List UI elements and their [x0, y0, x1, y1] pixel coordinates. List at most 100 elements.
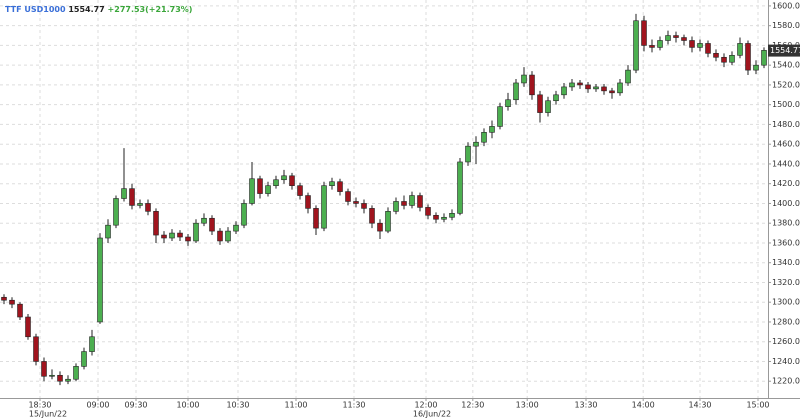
- candle-body: [313, 208, 319, 229]
- y-tick-label: 1540.00: [772, 61, 800, 70]
- candle-body: [321, 185, 327, 229]
- date-label: 15/Jun/22: [29, 410, 67, 419]
- candle-body: [505, 99, 511, 107]
- y-tick-label: 1380.00: [772, 219, 800, 228]
- candle-body: [577, 82, 583, 86]
- candle-body: [281, 175, 287, 181]
- candle-body: [49, 374, 55, 377]
- candle-body: [401, 201, 407, 206]
- candle-body: [449, 213, 455, 218]
- y-tick-label: 1420.00: [772, 179, 800, 188]
- x-tick-label: 13:30: [574, 401, 597, 410]
- candle-body: [697, 43, 703, 48]
- candle-body: [273, 179, 279, 186]
- y-tick-label: 1260.00: [772, 337, 800, 346]
- candle-body: [561, 86, 567, 96]
- x-tick-label: 11:30: [342, 401, 365, 410]
- y-tick-label: 1440.00: [772, 159, 800, 168]
- candle-body: [705, 43, 711, 54]
- y-tick-label: 1300.00: [772, 298, 800, 307]
- x-tick-label: 12:30: [461, 401, 484, 410]
- candle-body: [129, 188, 135, 206]
- x-tick-label: 14:30: [688, 401, 711, 410]
- candle-body: [369, 208, 375, 224]
- candle-body: [81, 351, 87, 367]
- last-price-label: 1554.77: [770, 46, 800, 55]
- candle-body: [585, 84, 591, 90]
- candle-body: [393, 201, 399, 212]
- header: TTF USD1000 1554.77 +277.53(+21.73%): [5, 5, 192, 14]
- last-price-tag: [768, 44, 800, 57]
- candle-body: [25, 316, 31, 338]
- candle-body: [593, 86, 599, 90]
- candle-body: [497, 106, 503, 127]
- candle-body: [657, 40, 663, 48]
- candle-body: [673, 35, 679, 38]
- candle-body: [425, 207, 431, 216]
- candle-body: [641, 20, 647, 46]
- candle-body: [745, 43, 751, 71]
- candle-body: [633, 20, 639, 71]
- candle-body: [489, 126, 495, 133]
- candle-body: [297, 185, 303, 196]
- candle-body: [625, 69, 631, 84]
- candle-body: [441, 216, 447, 220]
- candle-body: [89, 336, 95, 352]
- y-tick-label: 1460.00: [772, 140, 800, 149]
- candle-body: [553, 94, 559, 102]
- candle-body: [249, 178, 255, 204]
- y-tick-label: 1320.00: [772, 278, 800, 287]
- candle-body: [681, 37, 687, 41]
- candle-body: [337, 181, 343, 192]
- candle-body: [201, 217, 207, 224]
- candle-body: [753, 64, 759, 71]
- candle-body: [57, 374, 63, 382]
- candle-body: [169, 232, 175, 239]
- change: +277.53(+21.73%): [108, 5, 193, 14]
- candle-body: [217, 230, 223, 242]
- candle-body: [265, 185, 271, 194]
- candle-body: [353, 201, 359, 204]
- candle-body: [137, 203, 143, 206]
- candle-body: [161, 234, 167, 239]
- x-tick-label: 09:30: [124, 401, 147, 410]
- candle-body: [729, 55, 735, 63]
- candle-body: [545, 100, 551, 113]
- y-tick-label: 1280.00: [772, 317, 800, 326]
- candle-body: [721, 56, 727, 63]
- candle-body: [713, 53, 719, 58]
- last-price: 1554.77: [68, 5, 104, 14]
- candle-body: [97, 237, 103, 323]
- date-label: 16/Jun/22: [413, 410, 451, 419]
- x-tick-label: 12:00: [414, 401, 437, 410]
- y-tick-label: 1580.00: [772, 21, 800, 30]
- candle-body: [537, 94, 543, 113]
- candle-body: [433, 214, 439, 220]
- candle-body: [233, 224, 239, 232]
- x-tick-label: 09:00: [86, 401, 109, 410]
- candle-body: [9, 299, 15, 305]
- y-tick-label: 1240.00: [772, 357, 800, 366]
- candle-body: [601, 86, 607, 92]
- candle-body: [417, 195, 423, 208]
- x-tick-label: 15:00: [746, 401, 769, 410]
- candle-body: [529, 74, 535, 96]
- candle-body: [257, 178, 263, 194]
- y-tick-label: 1480.00: [772, 120, 800, 129]
- candle-body: [305, 195, 311, 209]
- y-tick-label: 1220.00: [772, 377, 800, 386]
- candle-body: [465, 145, 471, 163]
- candle-body: [113, 198, 119, 226]
- grid: [0, 0, 768, 398]
- candle-body: [329, 181, 335, 186]
- candle-body: [617, 82, 623, 94]
- candle-body: [521, 74, 527, 84]
- candle-body: [649, 45, 655, 48]
- x-tick-label: 14:00: [632, 401, 655, 410]
- candle-body: [409, 195, 415, 206]
- candle-body: [105, 224, 111, 239]
- candle-body: [185, 236, 191, 242]
- y-tick-label: 1400.00: [772, 199, 800, 208]
